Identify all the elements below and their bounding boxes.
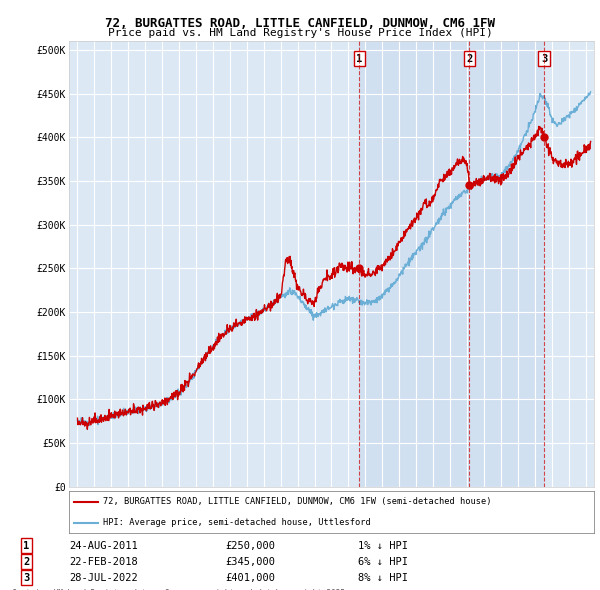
Bar <box>359 41 544 487</box>
Text: 72, BURGATTES ROAD, LITTLE CANFIELD, DUNMOW, CM6 1FW (semi-detached house): 72, BURGATTES ROAD, LITTLE CANFIELD, DUN… <box>103 497 491 506</box>
Text: 6% ↓ HPI: 6% ↓ HPI <box>358 557 407 567</box>
Text: 2: 2 <box>466 54 472 64</box>
Text: £250,000: £250,000 <box>225 540 275 550</box>
Text: 1: 1 <box>356 54 362 64</box>
Text: 1% ↓ HPI: 1% ↓ HPI <box>358 540 407 550</box>
Text: £345,000: £345,000 <box>225 557 275 567</box>
Text: £401,000: £401,000 <box>225 573 275 583</box>
Text: 72, BURGATTES ROAD, LITTLE CANFIELD, DUNMOW, CM6 1FW: 72, BURGATTES ROAD, LITTLE CANFIELD, DUN… <box>105 17 495 30</box>
Text: 22-FEB-2018: 22-FEB-2018 <box>70 557 139 567</box>
Text: Contains HM Land Registry data © Crown copyright and database right 2025.
This d: Contains HM Land Registry data © Crown c… <box>12 589 350 590</box>
Text: 28-JUL-2022: 28-JUL-2022 <box>70 573 139 583</box>
Text: HPI: Average price, semi-detached house, Uttlesford: HPI: Average price, semi-detached house,… <box>103 518 371 527</box>
Text: Price paid vs. HM Land Registry's House Price Index (HPI): Price paid vs. HM Land Registry's House … <box>107 28 493 38</box>
Text: 1: 1 <box>23 540 29 550</box>
Text: 8% ↓ HPI: 8% ↓ HPI <box>358 573 407 583</box>
Text: 3: 3 <box>541 54 547 64</box>
Text: 2: 2 <box>23 557 29 567</box>
Text: 3: 3 <box>23 573 29 583</box>
Text: 24-AUG-2011: 24-AUG-2011 <box>70 540 139 550</box>
